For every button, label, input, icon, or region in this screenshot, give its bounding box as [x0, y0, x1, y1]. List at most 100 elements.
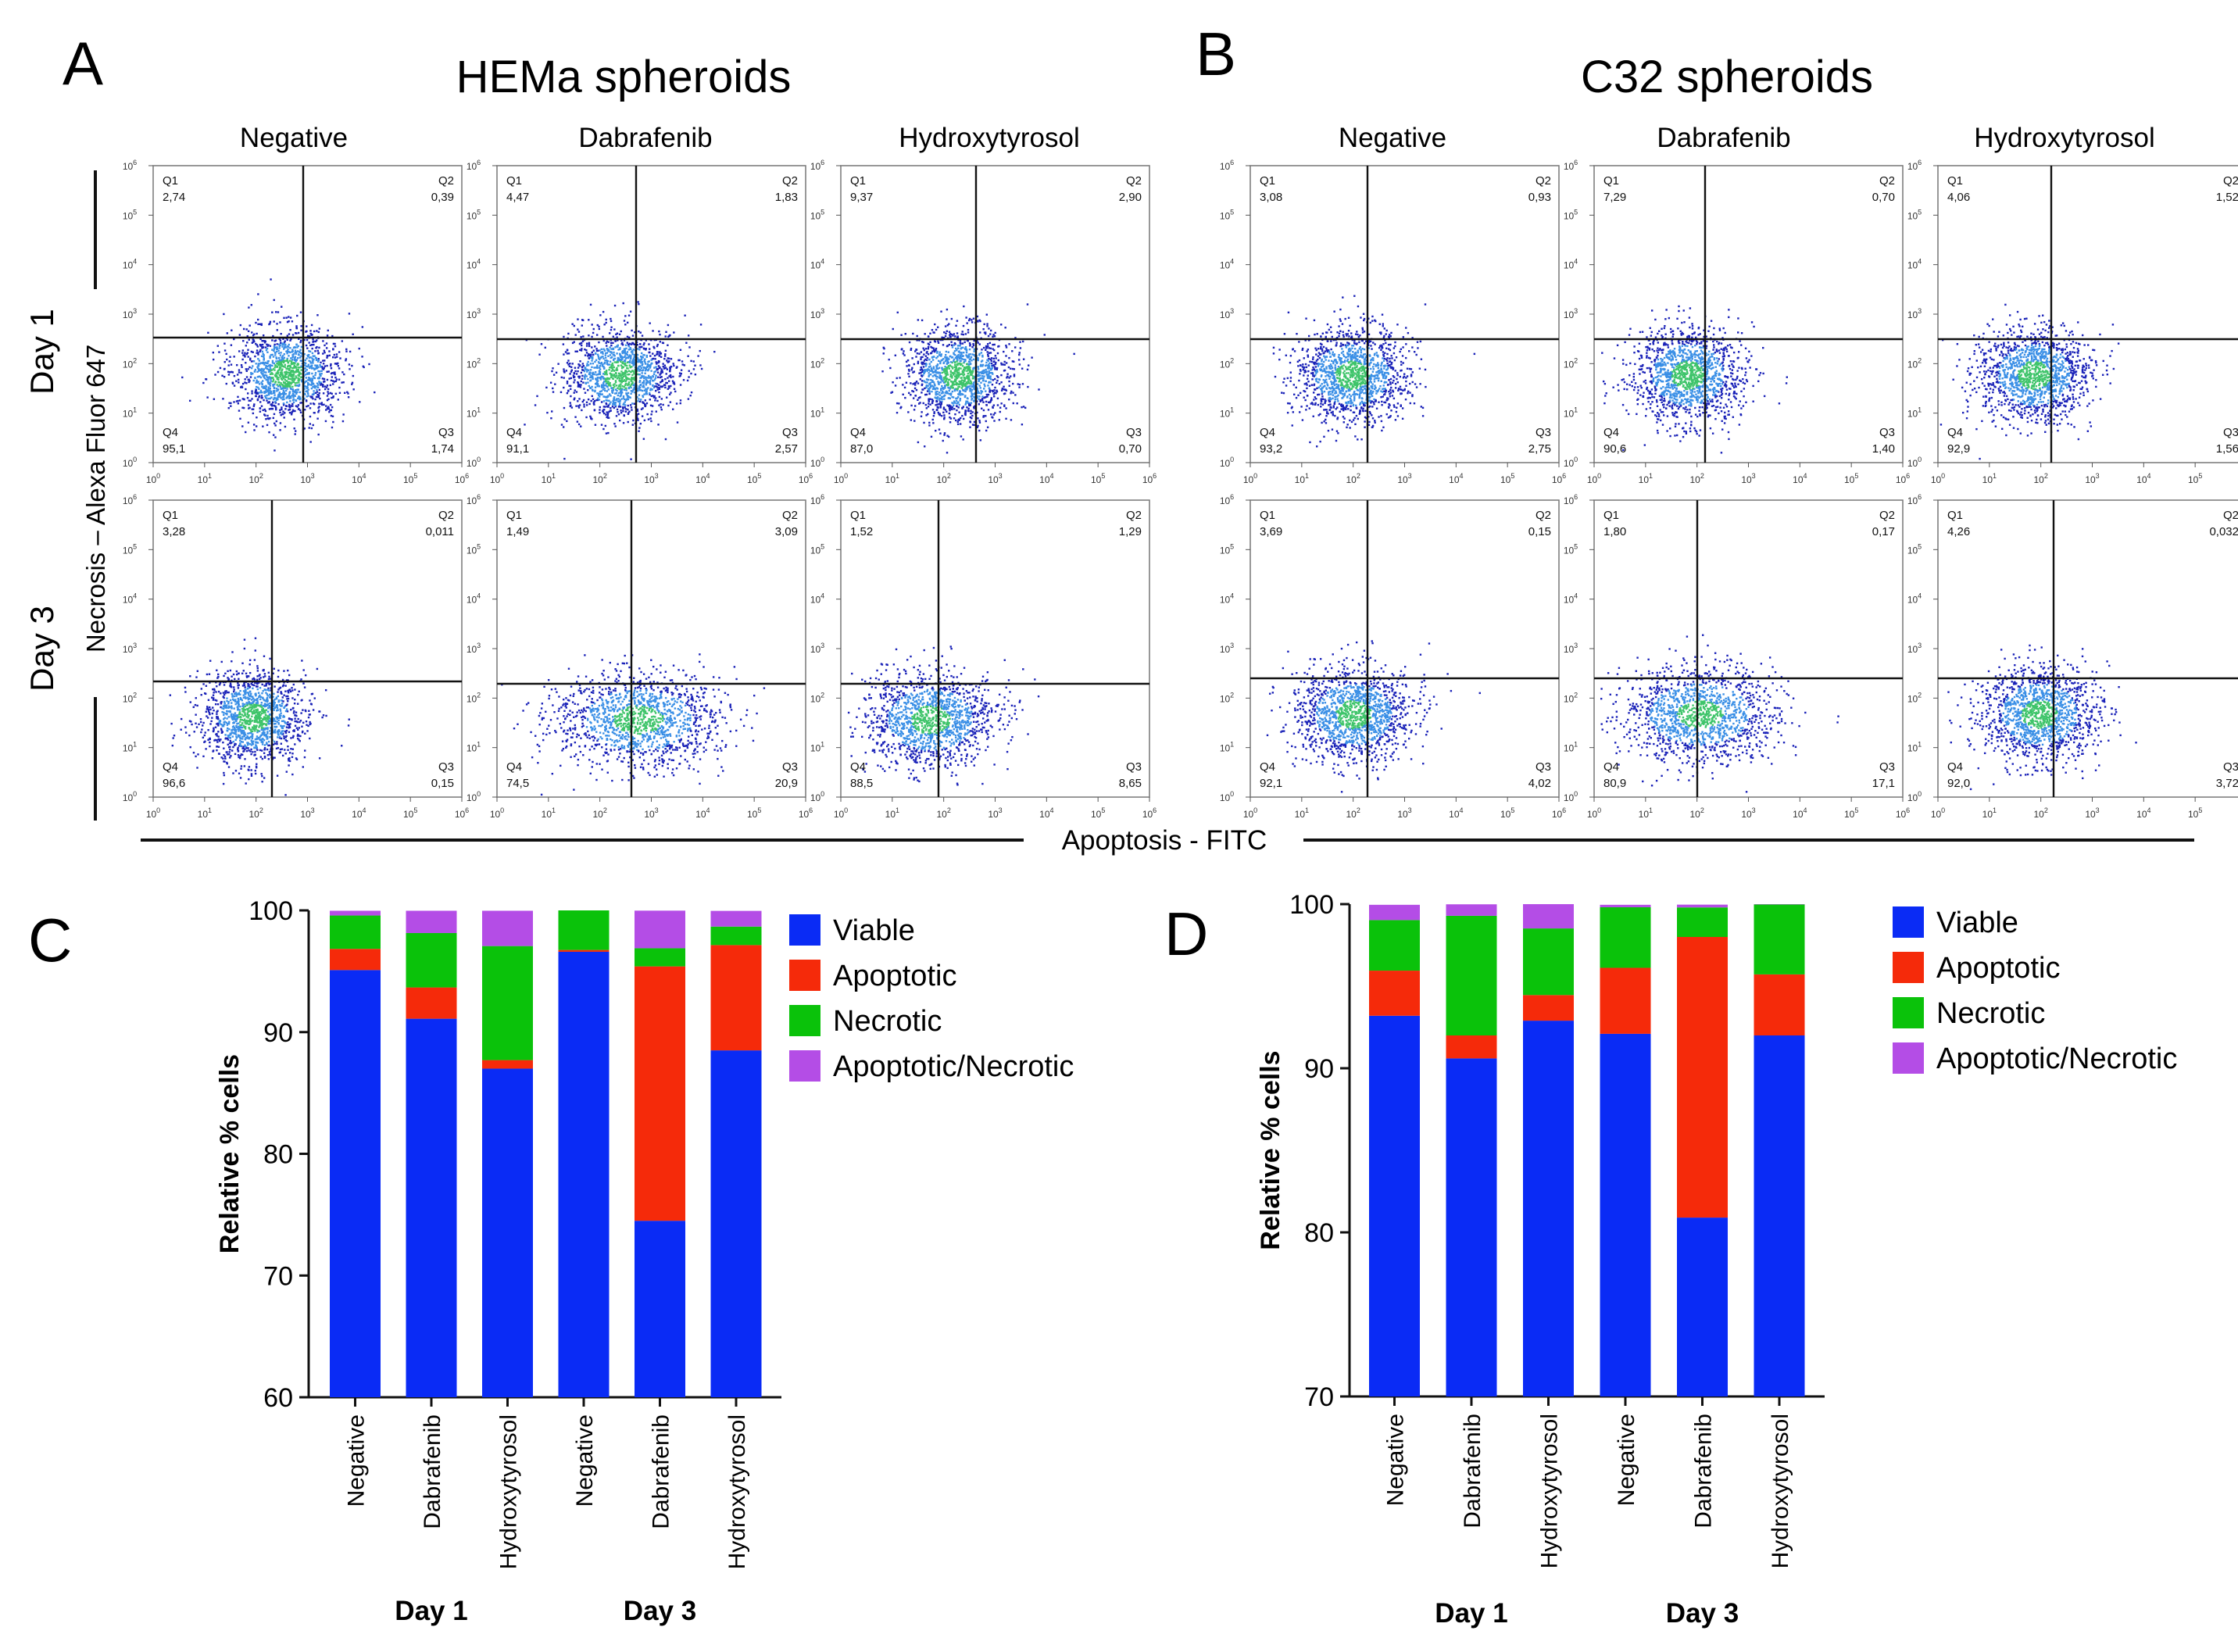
- event-dot: [596, 376, 599, 379]
- event-dot: [261, 708, 263, 710]
- event-dot: [580, 371, 583, 374]
- event-dot: [288, 752, 291, 754]
- event-dot: [628, 364, 631, 367]
- event-dot: [330, 372, 333, 375]
- event-dot: [912, 371, 914, 374]
- event-dot: [960, 394, 962, 396]
- event-dot: [271, 349, 273, 351]
- event-dot: [248, 406, 251, 409]
- event-dot: [284, 359, 288, 362]
- event-dot: [607, 377, 610, 380]
- event-dot: [692, 368, 695, 370]
- event-dot: [309, 415, 312, 418]
- event-dot: [620, 411, 623, 414]
- event-dot: [946, 373, 948, 375]
- event-dot: [959, 397, 962, 400]
- event-dot: [971, 359, 973, 362]
- event-dot: [238, 728, 241, 731]
- event-dot: [944, 375, 947, 378]
- event-dot: [1003, 388, 1005, 391]
- event-dot: [943, 417, 946, 420]
- event-dot: [948, 405, 951, 408]
- event-dot: [293, 418, 295, 421]
- event-dot: [252, 695, 254, 698]
- event-dot: [265, 367, 267, 370]
- event-dot: [588, 373, 591, 375]
- event-dot: [267, 388, 270, 390]
- event-dot: [929, 403, 931, 406]
- event-dot: [252, 412, 255, 415]
- event-dot: [327, 407, 330, 409]
- event-dot: [237, 687, 240, 689]
- event-dot: [577, 367, 580, 369]
- event-dot: [266, 424, 269, 427]
- event-dot: [277, 398, 279, 401]
- event-dot: [362, 365, 365, 368]
- event-dot: [649, 393, 651, 396]
- event-dot: [630, 355, 632, 357]
- event-dot: [992, 379, 995, 381]
- event-dot: [938, 374, 942, 377]
- event-dot: [618, 359, 620, 362]
- event-dot: [226, 763, 228, 765]
- event-dot: [570, 377, 572, 380]
- event-dot: [295, 369, 299, 371]
- event-dot: [291, 356, 294, 359]
- event-dot: [307, 724, 309, 728]
- event-dot: [955, 376, 957, 379]
- event-dot: [223, 342, 226, 345]
- event-dot: [990, 362, 993, 365]
- event-dot: [1022, 406, 1025, 408]
- event-dot: [277, 363, 280, 366]
- event-dot: [622, 397, 625, 399]
- event-dot: [279, 344, 282, 346]
- event-dot: [298, 338, 300, 340]
- event-dot: [611, 367, 613, 369]
- event-dot: [970, 382, 973, 384]
- event-dot: [987, 365, 989, 367]
- event-dot: [599, 409, 601, 411]
- event-dot: [282, 410, 284, 413]
- event-dot: [294, 363, 296, 365]
- event-dot: [309, 737, 311, 740]
- event-dot: [284, 378, 286, 381]
- event-dot: [245, 746, 248, 748]
- event-dot: [277, 377, 280, 379]
- event-dot: [596, 392, 599, 395]
- event-dot: [630, 406, 633, 409]
- event-dot: [646, 363, 649, 366]
- event-dot: [967, 382, 970, 384]
- event-dot: [263, 385, 266, 388]
- event-dot: [643, 359, 645, 362]
- event-dot: [263, 359, 265, 361]
- event-dot: [944, 354, 947, 356]
- event-dot: [942, 380, 944, 382]
- event-dot: [327, 391, 329, 393]
- event-dot: [628, 410, 631, 413]
- event-dot: [605, 377, 608, 381]
- event-dot: [247, 330, 250, 333]
- event-dot: [622, 409, 624, 413]
- event-dot: [620, 370, 623, 373]
- event-dot: [942, 358, 945, 360]
- event-dot: [937, 411, 939, 414]
- event-dot: [604, 406, 606, 408]
- event-dot: [605, 432, 608, 434]
- event-dot: [309, 332, 312, 335]
- event-dot: [959, 354, 962, 356]
- event-dot: [580, 341, 583, 345]
- event-dot: [256, 702, 259, 704]
- event-dot: [683, 364, 685, 367]
- event-dot: [614, 425, 617, 427]
- event-dot: [638, 349, 641, 351]
- event-dot: [971, 385, 974, 388]
- event-dot: [292, 735, 295, 737]
- event-dot: [942, 369, 946, 371]
- event-dot: [586, 370, 588, 373]
- event-dot: [894, 354, 897, 356]
- event-dot: [277, 403, 280, 406]
- event-dot: [293, 730, 295, 732]
- event-dot: [673, 381, 675, 384]
- event-dot: [931, 381, 934, 384]
- event-dot: [679, 349, 682, 352]
